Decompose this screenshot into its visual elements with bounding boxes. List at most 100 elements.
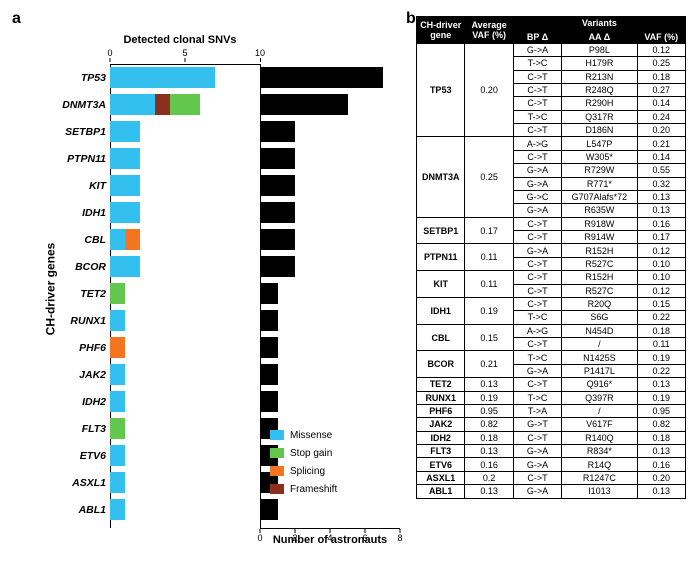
cell-bp: G->A [513,364,561,377]
bar-segment-missense [110,229,125,250]
gene-row: PTPN11 [30,145,400,172]
cell-avg: 0.82 [465,418,513,431]
cell-gene: DNMT3A [417,137,465,217]
cell-aa: V617F [562,418,637,431]
astronaut-bar [260,499,278,520]
gene-label: ABL1 [20,504,106,516]
astronaut-bar-track [260,148,400,169]
cell-bp: T->C [513,110,561,123]
cell-vaf: 0.11 [637,338,685,351]
snv-bar-track [110,202,260,223]
th-bp: BP Δ [513,30,561,43]
gene-label: CBL [20,234,106,246]
cell-aa: R20Q [562,297,637,310]
astronaut-bar [260,337,278,358]
bar-segment-stopgain [170,94,200,115]
top-tick: 10 [255,48,265,62]
th-gene: CH-drivergene [417,17,465,44]
cell-bp: G->C [513,190,561,203]
cell-aa: R152H [562,271,637,284]
cell-avg: 0.2 [465,471,513,484]
cell-gene: TET2 [417,378,465,391]
astronaut-bar [260,283,278,304]
panel-a-label: a [12,10,21,28]
bar-segment-missense [110,121,140,142]
cell-vaf: 0.13 [637,378,685,391]
cell-vaf: 0.14 [637,97,685,110]
snv-bar-track [110,337,260,358]
table-row: BCOR0.21T->CN1425S0.19 [417,351,686,364]
cell-gene: RUNX1 [417,391,465,404]
gene-row: ABL1 [30,496,400,523]
cell-avg: 0.17 [465,217,513,244]
gene-label: SETBP1 [20,126,106,138]
cell-vaf: 0.27 [637,83,685,96]
astronaut-bar [260,256,295,277]
legend-frameshift: Frameshift [270,480,337,498]
cell-vaf: 0.24 [637,110,685,123]
cell-vaf: 0.16 [637,217,685,230]
cell-gene: CBL [417,324,465,351]
gene-label: FLT3 [20,423,106,435]
cell-bp: C->T [513,431,561,444]
astronaut-bar-track [260,283,400,304]
cell-aa: H179R [562,57,637,70]
cell-gene: IDH2 [417,431,465,444]
cell-gene: ASXL1 [417,471,465,484]
cell-aa: R527C [562,284,637,297]
cell-bp: C->T [513,471,561,484]
bar-segment-missense [110,256,140,277]
cell-vaf: 0.19 [637,391,685,404]
cell-aa: N454D [562,324,637,337]
table-row: IDH10.19C->TR20Q0.15 [417,297,686,310]
gene-label: PTPN11 [20,153,106,165]
cell-bp: T->A [513,404,561,417]
cell-vaf: 0.13 [637,204,685,217]
cell-vaf: 0.55 [637,164,685,177]
gene-label: IDH2 [20,396,106,408]
snv-bar-track [110,283,260,304]
astronaut-bar-track [260,364,400,385]
snv-bar-track [110,229,260,250]
astronaut-bar [260,67,383,88]
cell-bp: G->A [513,43,561,56]
bar-segment-frameshift [155,94,170,115]
gene-label: JAK2 [20,369,106,381]
cell-vaf: 0.12 [637,43,685,56]
snv-bar-track [110,94,260,115]
cell-vaf: 0.32 [637,177,685,190]
th-vaf: VAF (%) [637,30,685,43]
legend-missense: Missense [270,426,337,444]
cell-vaf: 0.18 [637,431,685,444]
cell-bp: G->T [513,418,561,431]
cell-gene: KIT [417,271,465,298]
gene-label: PHF6 [20,342,106,354]
cell-vaf: 0.95 [637,404,685,417]
table-row: PTPN110.11G->AR152H0.12 [417,244,686,257]
cell-aa: R290H [562,97,637,110]
cell-bp: C->T [513,217,561,230]
cell-bp: T->C [513,311,561,324]
table-row: DNMT3A0.25A->GL547P0.21 [417,137,686,150]
cell-aa: S6G [562,311,637,324]
gene-label: TP53 [20,72,106,84]
cell-bp: A->G [513,137,561,150]
cell-gene: IDH1 [417,297,465,324]
cell-bp: C->T [513,124,561,137]
cell-aa: / [562,338,637,351]
gene-label: IDH1 [20,207,106,219]
astronaut-bar [260,121,295,142]
astronaut-bar-track [260,175,400,196]
cell-bp: G->A [513,244,561,257]
bar-segment-missense [110,364,125,385]
cell-vaf: 0.10 [637,257,685,270]
snv-bar-track [110,445,260,466]
cell-aa: R914W [562,231,637,244]
table-row: SETBP10.17C->TR918W0.16 [417,217,686,230]
cell-bp: T->C [513,57,561,70]
cell-avg: 0.13 [465,485,513,498]
cell-vaf: 0.19 [637,351,685,364]
gene-row: JAK2 [30,361,400,388]
table-row: FLT30.13G->AR834*0.13 [417,445,686,458]
cell-vaf: 0.20 [637,471,685,484]
